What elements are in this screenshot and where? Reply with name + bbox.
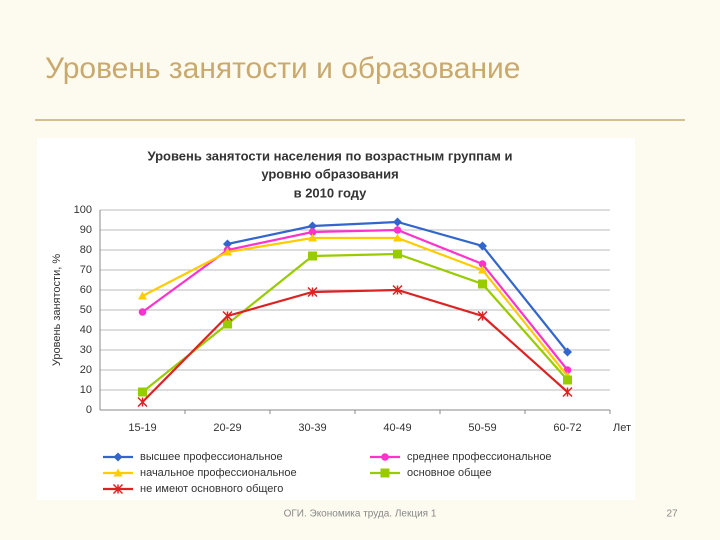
- marker: [563, 347, 572, 357]
- chart-title: уровню образования: [261, 166, 398, 181]
- marker: [138, 387, 147, 397]
- legend-label: среднее профессиональное: [407, 451, 552, 463]
- marker: [138, 308, 147, 316]
- legend-label: основное общее: [407, 467, 492, 479]
- marker: [478, 265, 487, 274]
- y-tick-label: 40: [80, 324, 92, 336]
- legend-label: не имеют основного общего: [140, 483, 283, 495]
- x-tick-label: 15-19: [128, 422, 156, 434]
- series-line: [141, 288, 569, 403]
- marker: [393, 226, 402, 234]
- marker: [223, 239, 232, 249]
- marker: [137, 396, 148, 408]
- marker: [478, 260, 487, 268]
- marker: [393, 233, 402, 242]
- y-tick-label: 80: [80, 244, 92, 256]
- marker: [380, 468, 390, 478]
- marker: [478, 241, 487, 251]
- legend-label: высшее профессиональное: [140, 451, 283, 463]
- marker: [308, 221, 317, 231]
- marker: [112, 483, 124, 495]
- x-axis-label: Лет: [613, 422, 631, 434]
- y-axis-label: Уровень занятости, %: [51, 254, 63, 366]
- y-tick-label: 90: [80, 224, 92, 236]
- marker: [563, 375, 572, 385]
- x-tick-label: 40-49: [383, 422, 411, 434]
- y-tick-label: 50: [80, 304, 92, 316]
- marker: [477, 310, 488, 322]
- marker: [222, 310, 233, 322]
- x-tick-label: 30-39: [298, 422, 326, 434]
- marker: [393, 217, 402, 227]
- marker: [223, 247, 232, 256]
- marker: [308, 228, 317, 236]
- y-tick-label: 100: [74, 204, 92, 216]
- x-tick-label: 50-59: [468, 422, 496, 434]
- page-number: 27: [666, 509, 678, 520]
- slide-title: Уровень занятости и образование: [45, 52, 520, 85]
- marker: [113, 468, 123, 477]
- y-tick-label: 0: [86, 404, 92, 416]
- x-tick-label: 20-29: [213, 422, 241, 434]
- marker: [223, 319, 232, 329]
- marker: [113, 452, 123, 462]
- y-tick-label: 10: [80, 384, 92, 396]
- legend-label: начальное профессиональное: [140, 467, 297, 479]
- chart-title: в 2010 году: [294, 185, 368, 200]
- series-line: [141, 252, 569, 393]
- y-tick-label: 70: [80, 264, 92, 276]
- marker: [308, 233, 317, 242]
- y-tick-label: 60: [80, 284, 92, 296]
- footer: ОГИ. Экономика труда. Лекция 1: [284, 509, 437, 520]
- marker: [307, 286, 318, 298]
- marker: [393, 249, 402, 259]
- marker: [138, 291, 147, 300]
- y-tick-label: 20: [80, 364, 92, 376]
- marker: [478, 279, 487, 289]
- series-line: [141, 236, 569, 377]
- chart-title: Уровень занятости населения по возрастны…: [148, 148, 513, 163]
- marker: [308, 251, 317, 261]
- marker: [392, 284, 403, 296]
- marker: [381, 453, 389, 461]
- marker: [562, 386, 573, 398]
- y-tick-label: 30: [80, 344, 92, 356]
- chart-panel: [37, 138, 635, 500]
- x-tick-label: 60-72: [553, 422, 581, 434]
